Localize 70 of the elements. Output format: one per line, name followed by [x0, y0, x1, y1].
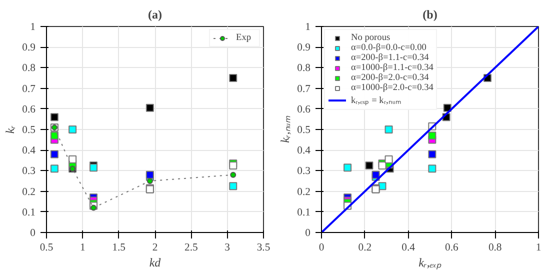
x-tick-label: 1 — [536, 242, 542, 254]
point — [50, 150, 58, 158]
point — [229, 182, 238, 190]
point — [90, 204, 97, 211]
legend-label: Exp — [236, 33, 252, 43]
point — [344, 164, 352, 172]
x-tick-label: 0.8 — [488, 242, 502, 254]
point — [428, 164, 436, 173]
legend-label: α=200-β=2.0-c=0.34 — [351, 73, 429, 83]
x-tick-label: 0.6 — [445, 242, 460, 254]
y-tick-label: 0.4 — [297, 146, 312, 157]
y-tick-label: 0.5 — [297, 125, 311, 136]
x-tick-label: 1.5 — [112, 242, 126, 254]
y-tick-label: 0.9 — [22, 42, 36, 54]
y-tick-label: 0 — [305, 228, 310, 239]
x-tick-label: 2 — [152, 242, 158, 254]
y-tick-label: 1 — [305, 22, 310, 33]
point — [50, 113, 58, 122]
x-tick-label: 2.5 — [184, 242, 198, 254]
x-tick-label: 3 — [224, 242, 230, 254]
legend-label: No porous — [351, 33, 390, 43]
point — [365, 162, 374, 170]
point — [146, 178, 153, 184]
point — [68, 126, 77, 134]
point — [428, 150, 436, 158]
chart-title: (a) — [148, 8, 162, 22]
point — [229, 74, 238, 82]
y-tick-label: 0.8 — [22, 63, 36, 74]
y-tick-label: 1 — [30, 22, 36, 33]
x-tick-label: 0.2 — [358, 242, 372, 254]
legend-label: α=1000-β=2.0-c=0.34 — [351, 83, 434, 93]
y-tick-label: 0.7 — [297, 84, 312, 95]
x-tick-label: 0.4 — [402, 242, 416, 254]
point — [229, 162, 238, 170]
y-tick-label: 0.3 — [297, 166, 311, 178]
x-tick-label: 0.5 — [40, 242, 54, 254]
y-tick-label: 0.4 — [22, 146, 36, 157]
y-tick-label: 0.9 — [297, 42, 311, 54]
y-tick-label: 0.1 — [297, 207, 311, 218]
y-tick-label: 0.6 — [297, 104, 312, 116]
y-axis-title: kᵣ,ₙᵤₘ — [278, 115, 292, 143]
point — [146, 104, 154, 112]
y-tick-label: 0.2 — [297, 186, 311, 198]
point — [230, 172, 236, 178]
y-tick-label: 0.3 — [22, 166, 36, 178]
x-tick-label: 3.5 — [256, 242, 270, 254]
y-tick-label: 0.5 — [22, 125, 36, 136]
y-tick-label: 0.6 — [22, 104, 36, 116]
point — [50, 164, 58, 173]
y-axis-title: kᵣ — [3, 125, 18, 134]
point — [50, 132, 58, 140]
y-tick-label: 0 — [30, 228, 36, 239]
y-tick-label: 0.7 — [22, 84, 36, 95]
point — [378, 162, 386, 170]
legend-label: kᵣ,ₑₓₚ = kᵣ,ₙᵤₘ — [351, 95, 402, 106]
point — [384, 126, 393, 134]
x-axis-title: kᵣ,ₑₓₚ — [418, 256, 442, 270]
x-axis-title: kd — [149, 256, 162, 270]
chart-title: (b) — [422, 8, 438, 22]
point — [428, 132, 436, 140]
y-tick-label: 0.2 — [22, 186, 36, 198]
x-tick-label: 0 — [318, 242, 324, 254]
legend-label: α=0.0-β=0.0-c=0.00 — [351, 43, 426, 53]
point — [384, 155, 393, 164]
y-tick-label: 0.1 — [22, 207, 36, 218]
x-tick-label: 1 — [80, 242, 86, 254]
point — [68, 155, 77, 164]
legend-label: α=1000-β=1.1-c=0.34 — [351, 63, 434, 73]
y-tick-label: 0.8 — [297, 63, 311, 74]
legend-label: α=200-β=1.1-c=0.34 — [351, 53, 429, 63]
